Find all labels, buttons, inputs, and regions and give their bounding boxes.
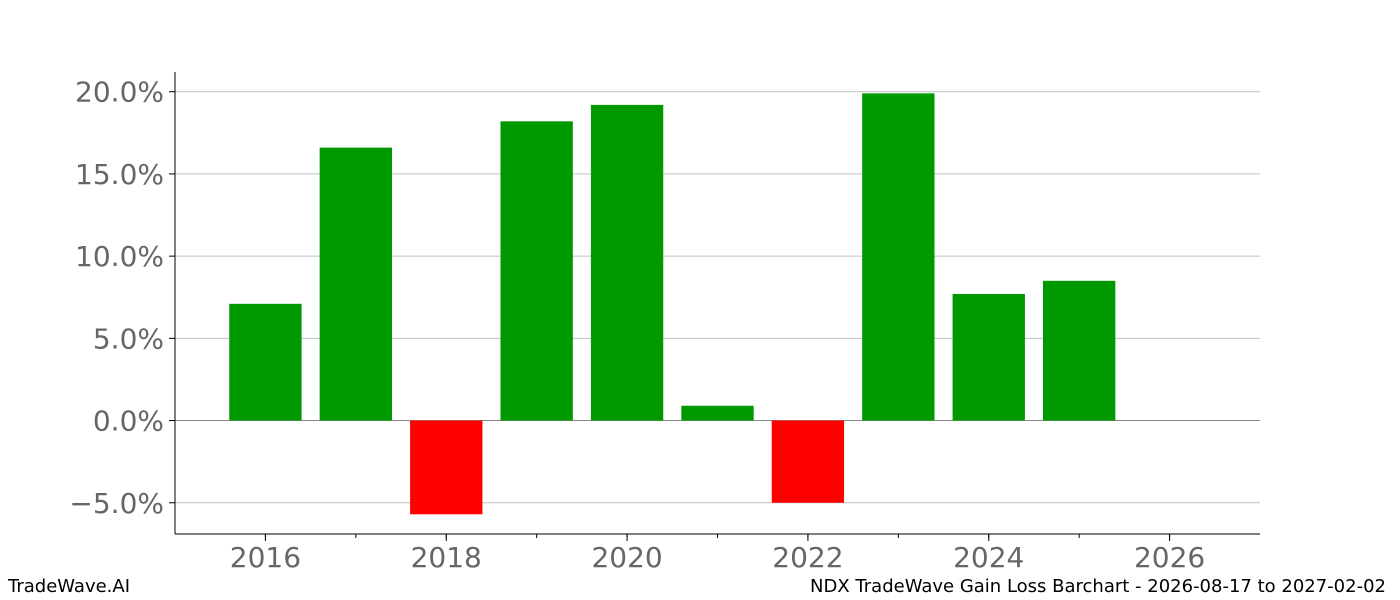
bar-2022 — [771, 420, 845, 503]
bar-2023 — [862, 93, 935, 421]
bar-2018 — [410, 420, 483, 515]
y-tick-label: 5.0% — [93, 322, 164, 355]
bar-2021 — [681, 405, 754, 421]
axes — [169, 72, 1260, 541]
y-tick-label: −5.0% — [69, 487, 164, 520]
y-tick-label: 10.0% — [75, 240, 164, 273]
bar-2017 — [319, 147, 392, 421]
bar-2025 — [1043, 280, 1116, 421]
bar-2024 — [952, 293, 1025, 421]
footer-caption: NDX TradeWave Gain Loss Barchart - 2026-… — [810, 576, 1386, 597]
tick-labels: −5.0% 0.0% 5.0% 10.0% 15.0% 20.0% 2016 2018 2020… — [69, 76, 1205, 570]
y-tick-label: 15.0% — [75, 158, 164, 191]
y-tick-label: 20.0% — [75, 76, 164, 109]
x-tick-label: 2026 — [1134, 541, 1205, 570]
bars — [229, 93, 1116, 515]
bar-2020 — [590, 104, 664, 421]
x-tick-label: 2024 — [953, 541, 1024, 570]
x-tick-label: 2020 — [591, 541, 662, 570]
x-tick-label: 2022 — [772, 541, 843, 570]
bar-2019 — [500, 121, 573, 421]
x-tick-label: 2018 — [411, 541, 482, 570]
bar-2016 — [229, 303, 302, 421]
x-tick-label: 2016 — [230, 541, 301, 570]
y-tick-label: 0.0% — [93, 405, 164, 438]
footer-brand: TradeWave.AI — [8, 576, 131, 597]
bar-chart: −5.0% 0.0% 5.0% 10.0% 15.0% 20.0% 2016 2018 2020… — [69, 72, 1260, 570]
